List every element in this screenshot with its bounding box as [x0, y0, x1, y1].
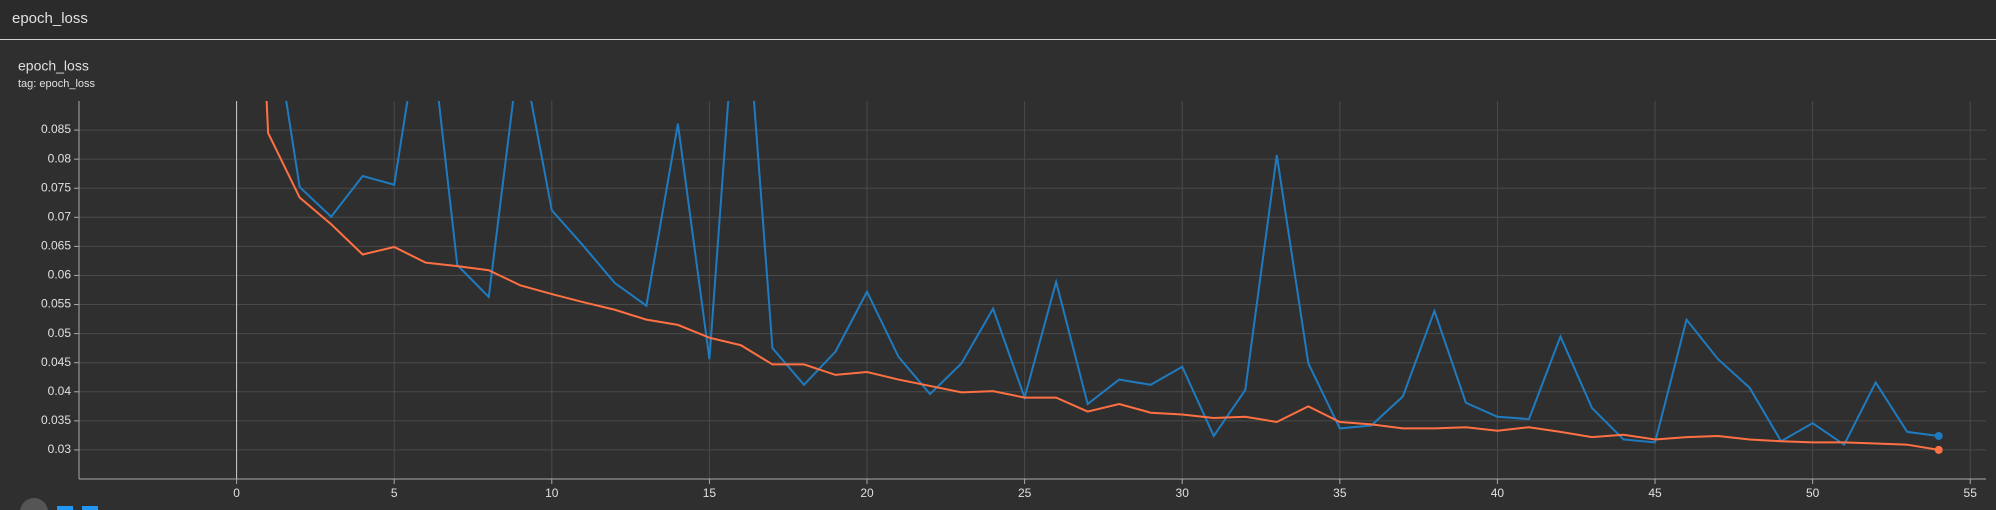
x-tick-label: 50 [1806, 486, 1820, 500]
series-line [265, 101, 1939, 451]
series-line [285, 101, 1939, 447]
axes: 0.03 0.035 0.04 0.045 0.05 0.055 0.06 0.065 0.07… [41, 101, 1986, 500]
y-tick-label: 0.04 [48, 384, 72, 398]
x-tick-label: 0 [233, 486, 240, 500]
x-tick-label: 45 [1648, 486, 1662, 500]
y-tick-label: 0.065 [41, 239, 71, 253]
x-tick-label: 10 [545, 486, 559, 500]
header-bar [0, 0, 1996, 39]
y-tick-label: 0.035 [41, 413, 71, 427]
tool-button[interactable] [20, 498, 48, 510]
tool-button[interactable] [57, 506, 73, 510]
x-tick-label: 25 [1018, 486, 1032, 500]
x-tick-label: 55 [1964, 486, 1978, 500]
card-tag: tag: epoch_loss [18, 78, 96, 90]
y-tick-label: 0.085 [41, 122, 71, 136]
grid [79, 101, 1986, 479]
end-point [1934, 431, 1943, 440]
y-tick-label: 0.045 [41, 355, 71, 369]
x-tick-label: 30 [1176, 486, 1190, 500]
card-title: epoch_loss [18, 58, 89, 74]
y-tick-label: 0.07 [48, 209, 72, 223]
tool-button[interactable] [82, 506, 98, 510]
x-tick-label: 35 [1333, 486, 1347, 500]
y-tick-label: 0.08 [48, 151, 72, 165]
x-tick-label: 20 [860, 486, 874, 500]
x-tick-label: 40 [1491, 486, 1505, 500]
plot [265, 101, 1943, 454]
y-tick-label: 0.055 [41, 297, 71, 311]
y-tick-label: 0.075 [41, 180, 71, 194]
x-tick-label: 15 [703, 486, 717, 500]
y-tick-label: 0.05 [48, 326, 72, 340]
x-tick-label: 5 [391, 486, 398, 500]
header-title: epoch_loss [12, 10, 88, 27]
y-tick-label: 0.03 [48, 442, 72, 456]
y-tick-label: 0.06 [48, 268, 72, 282]
end-point [1934, 445, 1943, 454]
